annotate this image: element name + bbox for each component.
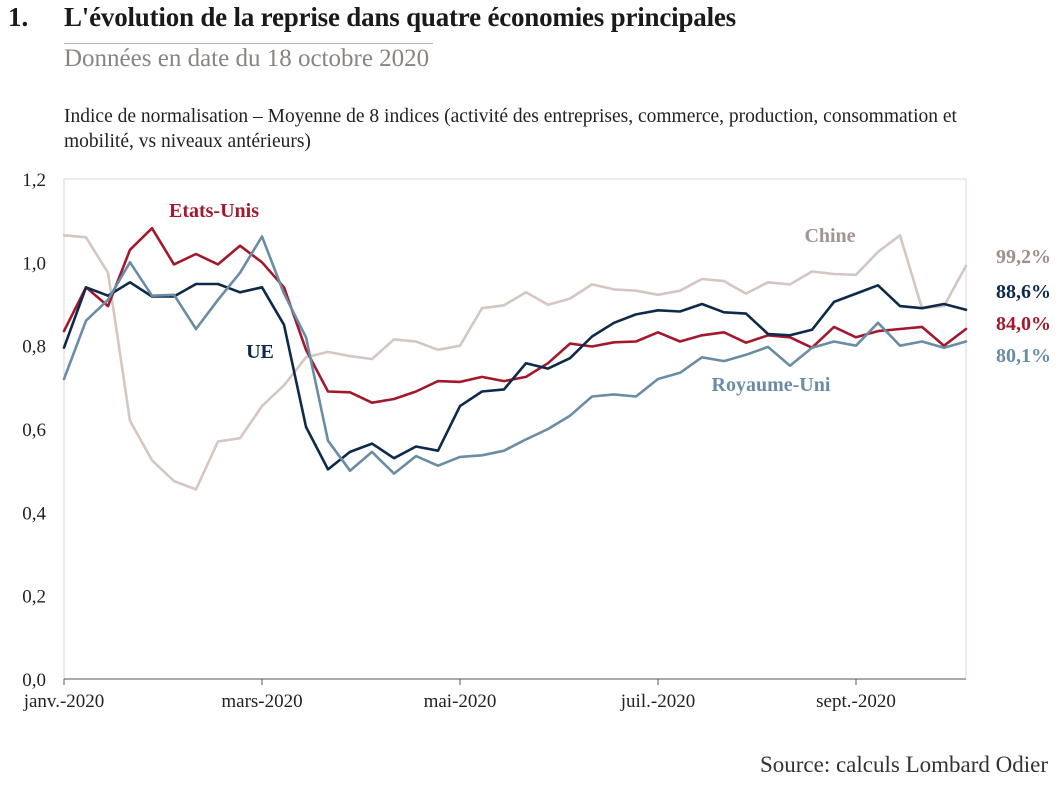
end-label-etats-unis: 84,0%: [996, 313, 1051, 335]
series-line-ue: [62, 280, 968, 471]
y-tick-label: 0,8: [22, 337, 46, 358]
end-label-chine: 99,2%: [996, 246, 1051, 268]
series-label-etats-unis: Etats-Unis: [169, 200, 259, 222]
chart-title: L'évolution de la reprise dans quatre éc…: [64, 2, 736, 32]
chart-description: Indice de normalisation – Moyenne de 8 i…: [64, 106, 957, 152]
y-tick-label: 0,2: [22, 587, 46, 608]
x-tick-label: juil.-2020: [620, 691, 695, 712]
y-axis: 1,2 1,0 0,8 0,6 0,4 0,2 0,0: [22, 170, 46, 691]
plot-area-frame: [63, 178, 967, 680]
line-chart: 1,2 1,0 0,8 0,6 0,4 0,2 0,0 janv.-2020 mars-202…: [22, 170, 1051, 712]
series-label-royaume-uni: Royaume-Uni: [712, 374, 831, 396]
series-label-chine: Chine: [804, 225, 855, 247]
y-tick-label: 1,0: [22, 253, 46, 274]
series-lines: [62, 226, 968, 491]
end-label-royaume-uni: 80,1%: [996, 345, 1051, 367]
end-value-labels: 99,2% 84,0% 88,6% 80,1%: [996, 246, 1051, 367]
end-label-ue: 88,6%: [996, 281, 1051, 303]
x-tick-label: mai-2020: [424, 691, 497, 712]
chart-subtitle: Données en date du 18 octobre 2020: [64, 43, 434, 73]
x-tick-label: sept.-2020: [816, 691, 896, 712]
y-tick-label: 0,0: [22, 670, 46, 691]
series-line-etats-unis: [62, 226, 968, 405]
x-tick-label: mars-2020: [221, 691, 302, 712]
x-axis: janv.-2020 mars-2020 mai-2020 juil.-2020 sep…: [23, 679, 896, 712]
source-note: Source: calculs Lombard Odier: [759, 752, 1048, 777]
x-tick-label: janv.-2020: [23, 691, 105, 712]
figure-number: 1.: [8, 2, 29, 32]
series-labels: Chine Etats-Unis UE Royaume-Uni: [169, 200, 856, 396]
y-tick-label: 1,2: [22, 170, 46, 191]
y-tick-label: 0,6: [22, 420, 46, 441]
series-line-chine: [62, 234, 968, 491]
y-tick-label: 0,4: [22, 503, 46, 524]
series-label-ue: UE: [246, 341, 274, 363]
series-line-royaume-uni: [62, 235, 968, 475]
